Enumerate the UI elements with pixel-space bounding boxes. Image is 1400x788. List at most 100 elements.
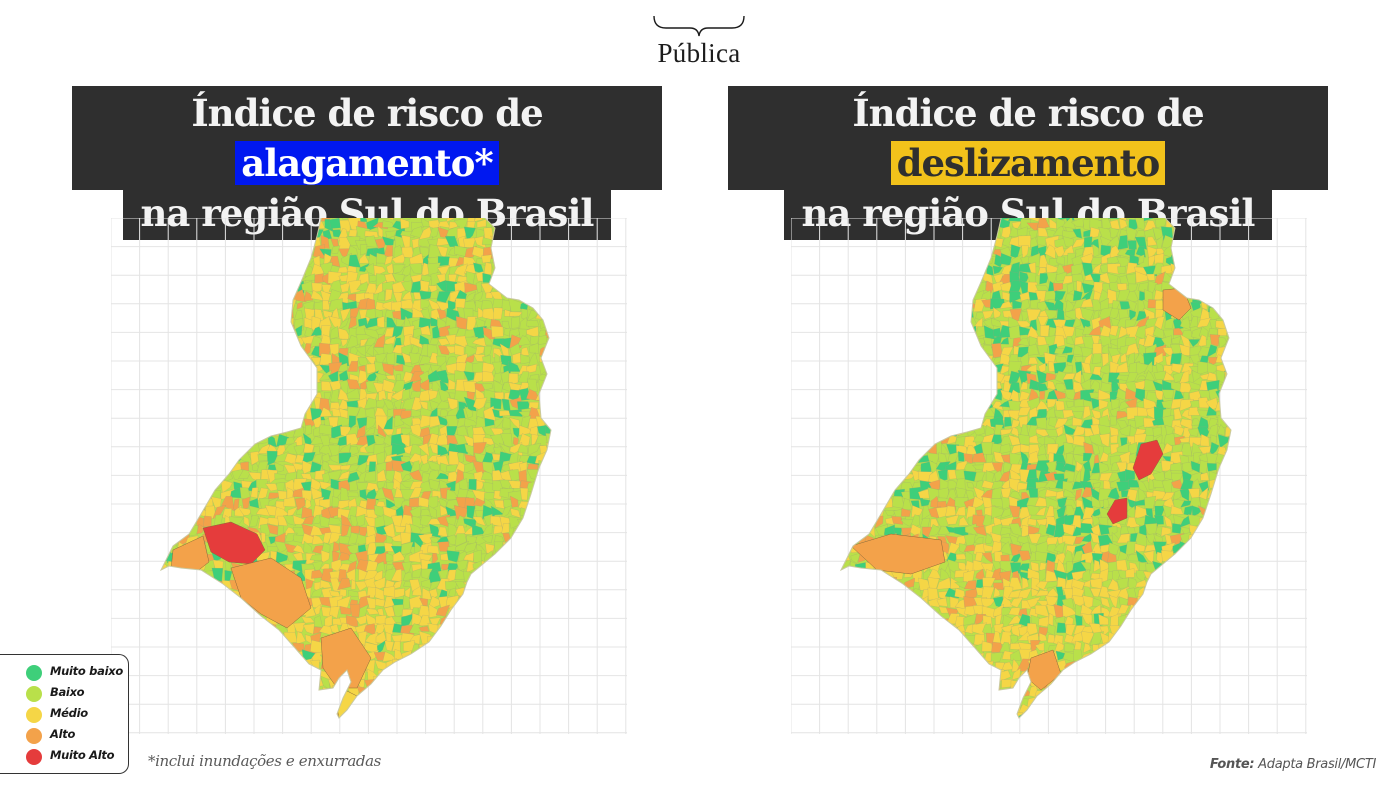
municipality-cell <box>543 541 551 555</box>
flood-risk-map <box>111 218 627 734</box>
municipality-cell <box>535 222 550 231</box>
municipality-cell <box>893 397 906 408</box>
municipality-cell <box>545 641 551 655</box>
municipality-cell <box>562 492 576 502</box>
municipality-cell <box>526 363 538 374</box>
municipality-cell <box>238 469 252 479</box>
municipality-cell <box>474 658 487 670</box>
municipality-cell <box>150 507 159 518</box>
municipality-cell <box>273 227 289 237</box>
municipality-cell <box>333 721 339 733</box>
municipality-cell <box>1236 220 1247 230</box>
municipality-cell <box>557 542 566 555</box>
municipality-cell <box>213 667 225 680</box>
municipality-cell <box>841 262 850 274</box>
municipality-cell <box>185 256 199 268</box>
municipality-cell <box>463 711 477 718</box>
municipality-cell <box>175 361 189 376</box>
municipality-cell <box>856 567 869 583</box>
municipality-cell <box>895 238 906 250</box>
municipality-cell <box>557 400 566 410</box>
municipality-cell <box>466 624 476 634</box>
high-area <box>320 627 372 689</box>
municipality-cell <box>901 387 915 404</box>
municipality-cell <box>508 715 519 718</box>
municipality-cell <box>510 507 521 519</box>
municipality-cell <box>201 343 216 358</box>
municipality-cell <box>510 283 520 292</box>
municipality-cell <box>167 316 177 330</box>
municipality-cell <box>1187 555 1203 565</box>
municipality-cell <box>831 298 840 312</box>
municipality-cell <box>481 383 494 391</box>
municipality-cell <box>303 291 314 302</box>
municipality-cell <box>323 252 333 266</box>
municipality-cell <box>166 334 178 348</box>
municipality-cell <box>265 308 277 318</box>
municipality-cell <box>410 685 423 699</box>
municipality-cell <box>385 470 396 483</box>
municipality-cell <box>212 379 223 394</box>
municipality-cell <box>929 219 941 232</box>
municipality-cell <box>356 694 369 709</box>
municipality-cell <box>453 505 469 520</box>
municipality-cell <box>417 442 430 457</box>
municipality-cell <box>508 373 519 385</box>
municipality-cell <box>847 280 861 291</box>
municipality-cell <box>885 479 897 490</box>
municipality-cell <box>893 218 906 229</box>
municipality-cell <box>213 469 223 484</box>
municipality-cell <box>1227 218 1231 223</box>
municipality-cell <box>909 292 921 304</box>
municipality-cell <box>884 303 895 312</box>
municipality-cell <box>255 327 269 340</box>
municipality-cell <box>286 265 298 274</box>
municipality-cell <box>883 397 895 412</box>
municipality-cell <box>499 589 510 599</box>
municipality-cell <box>187 396 198 412</box>
municipality-cell <box>557 461 566 474</box>
municipality-cell <box>530 568 538 583</box>
municipality-cell <box>169 595 182 610</box>
municipality-cell <box>490 570 504 579</box>
municipality-cell <box>265 713 281 718</box>
municipality-cell <box>383 623 395 636</box>
municipality-cell <box>161 282 170 294</box>
municipality-cell <box>249 257 261 266</box>
municipality-cell <box>445 631 457 646</box>
municipality-cell <box>866 325 875 337</box>
municipality-cell <box>536 580 549 591</box>
municipality-cell <box>1237 579 1247 590</box>
municipality-cell <box>150 478 161 491</box>
municipality-cell <box>472 667 487 681</box>
municipality-cell <box>1198 564 1212 572</box>
municipality-cell <box>193 702 203 715</box>
municipality-cell <box>203 515 212 527</box>
municipality-cell <box>220 697 232 707</box>
municipality-cell <box>546 343 551 358</box>
municipality-cell <box>891 453 905 463</box>
municipality-cell <box>300 226 315 239</box>
municipality-cell <box>428 226 440 240</box>
municipality-cell <box>892 227 905 240</box>
municipality-cell <box>1234 391 1246 403</box>
municipality-cell <box>221 309 233 322</box>
municipality-cell <box>1234 410 1245 418</box>
municipality-cell <box>400 703 415 715</box>
municipality-cell <box>161 650 162 664</box>
municipality-cell <box>909 435 925 445</box>
municipality-cell <box>517 253 530 267</box>
municipality-cell <box>430 364 441 374</box>
municipality-cell <box>1226 239 1231 248</box>
municipality-cell <box>529 253 541 264</box>
municipality-cell <box>857 308 870 322</box>
municipality-cell <box>528 532 538 543</box>
municipality-cell <box>161 621 164 637</box>
municipality-cell <box>891 288 906 303</box>
municipality-cell <box>437 630 451 646</box>
municipality-cell <box>309 554 326 561</box>
municipality-cell <box>555 723 567 733</box>
municipality-cell <box>847 436 862 448</box>
municipality-cell <box>490 632 505 644</box>
municipality-cell <box>203 218 217 223</box>
